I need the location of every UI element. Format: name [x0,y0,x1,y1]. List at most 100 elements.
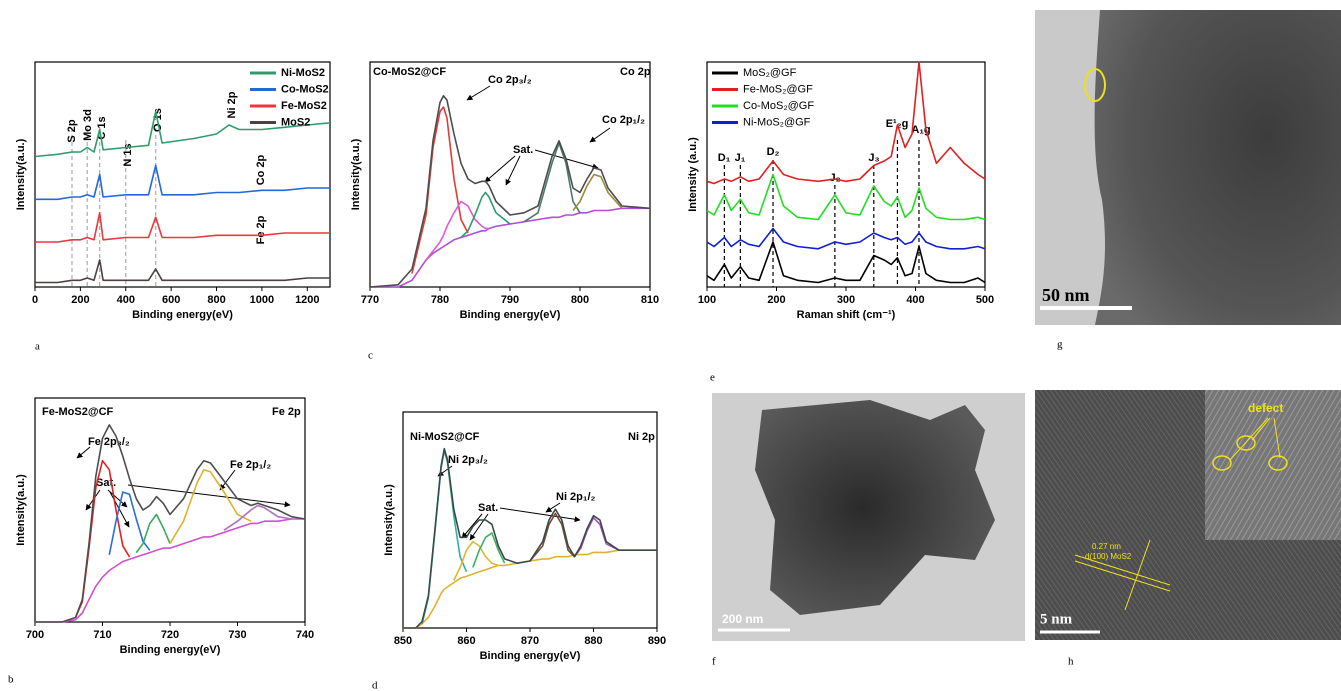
spectrum-line [35,518,305,623]
legend-label: Co-MoS2 [281,83,329,95]
annotation-arrow [589,127,611,143]
x-tick-label: 810 [641,294,659,306]
annotation: Fe 2p₃/₂ [88,436,130,448]
spectrum-line [403,447,657,629]
x-tick-label: 730 [228,629,246,641]
legend-label: Ni-MoS₂@GF [743,116,811,128]
scale-bar-label: 200 nm [722,612,763,626]
spectrum-line [35,424,306,623]
x-axis-label: Raman shift (cm⁻¹) [797,309,896,321]
spectrum-line [573,517,620,558]
annotation: N 1s [122,143,134,166]
annotation-arrow [466,85,491,101]
x-tick-label: 860 [457,635,475,647]
spectrum-line [529,512,576,562]
spectrum-line [453,540,499,581]
legend-label: MoS₂@GF [743,67,797,79]
annotation: Co 2p₁/₂ [602,114,645,126]
x-tick-label: 200 [71,294,89,306]
annotation: defect [1248,401,1283,415]
annotation: Ni 2p₁/₂ [556,491,595,503]
x-tick-label: 880 [584,635,602,647]
spectrum-line [572,173,623,211]
annotation: E¹₂g [886,118,909,130]
spectrum-line [706,61,986,185]
annotation: Co 2p [255,154,267,185]
x-tick-label: 770 [361,294,379,306]
x-tick-label: 850 [394,635,412,647]
x-axis-label: Binding energy(eV) [132,309,233,321]
panel-label: a [35,341,40,353]
annotation: D₁ [718,152,731,164]
x-tick-label: 890 [648,635,666,647]
y-axis-label: Intensity (a.u.) [687,137,699,212]
x-tick-label: 100 [698,294,716,306]
annotation-arrow [484,155,516,183]
x-tick-label: 1200 [295,294,319,306]
x-tick-label: 790 [501,294,519,306]
x-tick-label: 700 [26,629,44,641]
annotation: Ni 2p [226,91,238,118]
annotation: D₂ [767,146,780,158]
annotation: Co 2p₃/₂ [488,74,532,86]
x-axis-label: Binding energy(eV) [480,650,581,662]
spectrum-line [472,532,506,568]
annotation-arrow [499,507,581,523]
spectrum-line [425,200,489,261]
x-tick-label: 600 [162,294,180,306]
panel-label: h [1068,656,1074,668]
legend-label: Co-MoS₂@GF [743,100,814,112]
annotation-arrow [107,489,128,508]
plot-frame [369,61,651,288]
annotation-arrow [505,155,521,186]
annotation: J₁ [735,152,746,164]
x-tick-label: 300 [837,294,855,306]
annotation: 0.27 nm [1092,542,1121,551]
spectrum-line [35,164,330,201]
y-axis-label: Intensity(a.u.) [15,138,27,210]
panel-subtitle: Co 2p [620,66,651,78]
x-tick-label: 400 [906,294,924,306]
spectrum-line [460,191,511,239]
spectrum-line [223,504,292,531]
annotation-arrow [76,446,91,459]
x-tick-label: 400 [117,294,135,306]
plot-frame [34,397,306,623]
x-axis-label: Binding energy(eV) [460,309,561,321]
spectrum-line [35,259,330,284]
annotation-arrow [219,469,236,491]
annotation: J₃ [868,152,879,164]
annotation: Mo 3d [82,109,94,141]
panel-label: d [372,680,378,691]
y-axis-label: Intensity(a.u.) [350,138,362,210]
legend-label: Ni-MoS2 [281,67,325,79]
panel-subtitle: Ni 2p [628,431,655,443]
tem-image-g: 50 nm [1035,10,1341,325]
spectrum-line [35,212,330,243]
annotation: Ni 2p₃/₂ [448,454,488,466]
annotation: J₂ [829,172,840,184]
spectrum-line [135,513,171,554]
annotation-arrow [469,513,489,541]
spectrum-line [706,173,986,221]
annotation: Sat. [513,144,533,156]
annotation-arrow [461,513,483,539]
x-axis-label: Binding energy(eV) [120,644,221,656]
annotation: Fe 2p [255,215,267,244]
x-tick-label: 500 [976,294,994,306]
x-tick-label: 720 [161,629,179,641]
x-tick-label: 1000 [250,294,274,306]
spectrum-line [706,227,986,250]
panel-label: e [710,372,715,384]
spectrum-line [34,110,331,158]
x-tick-label: 870 [521,635,539,647]
annotation-arrow [545,502,561,513]
tem-image-f: 200 nm [712,393,1025,641]
spectrum-line [370,207,650,288]
x-tick-label: 800 [571,294,589,306]
panel-label: b [8,674,14,686]
annotation-arrow [127,484,291,508]
annotation: S 2p [66,119,78,143]
annotation: Sat. [96,477,116,489]
